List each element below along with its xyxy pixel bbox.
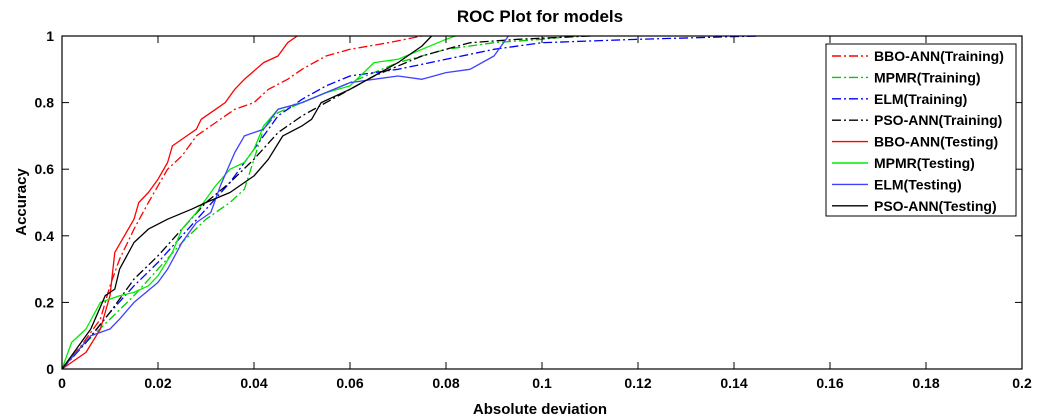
chart-title: ROC Plot for models xyxy=(457,7,623,26)
y-tick-label: 0 xyxy=(46,361,54,377)
y-tick-label: 0.2 xyxy=(35,294,55,310)
series-line xyxy=(61,35,759,370)
series-line xyxy=(61,35,298,370)
legend: BBO-ANN(Training) MPMR(Training) ELM(Train… xyxy=(825,43,1017,217)
legend-label: PSO-ANN(Testing) xyxy=(874,198,997,214)
series-line xyxy=(61,35,509,370)
series-line xyxy=(61,35,423,370)
y-axis-ticks: 0 0.2 0.4 0.6 0.8 1 xyxy=(35,28,1022,377)
x-tick-label: 0.02 xyxy=(144,375,171,391)
legend-label: PSO-ANN(Training) xyxy=(874,112,1002,128)
x-tick-label: 0.12 xyxy=(624,375,651,391)
y-tick-label: 0.4 xyxy=(35,228,55,244)
y-tick-label: 0.8 xyxy=(35,95,55,111)
series-line xyxy=(61,35,433,370)
x-tick-label: 0.14 xyxy=(720,375,747,391)
x-tick-label: 0.16 xyxy=(816,375,843,391)
x-tick-label: 0.08 xyxy=(432,375,459,391)
series-line xyxy=(61,35,591,370)
series-line xyxy=(61,35,456,370)
legend-label: MPMR(Training) xyxy=(874,69,981,85)
legend-label: ELM(Testing) xyxy=(874,176,962,192)
x-axis-label: Absolute deviation xyxy=(473,401,607,418)
y-axis-label: Accuracy xyxy=(13,168,30,236)
legend-label: MPMR(Testing) xyxy=(874,155,975,171)
y-tick-label: 1 xyxy=(46,28,54,44)
x-tick-label: 0 xyxy=(58,375,66,391)
x-tick-label: 0.04 xyxy=(240,375,267,391)
x-tick-label: 0.2 xyxy=(1012,375,1032,391)
legend-label: BBO-ANN(Testing) xyxy=(874,134,998,150)
legend-label: ELM(Training) xyxy=(874,91,967,107)
x-tick-label: 0.1 xyxy=(532,375,552,391)
y-tick-label: 0.6 xyxy=(35,161,55,177)
legend-box xyxy=(825,43,1017,217)
x-axis-ticks: 0 0.02 0.04 0.06 0.08 0.1 0.12 0.14 0.16 0.18 0.2 xyxy=(58,36,1032,391)
series-layer xyxy=(61,35,759,370)
x-tick-label: 0.06 xyxy=(336,375,363,391)
series-line xyxy=(61,35,576,370)
x-tick-label: 0.18 xyxy=(912,375,939,391)
legend-label: BBO-ANN(Training) xyxy=(874,48,1004,64)
